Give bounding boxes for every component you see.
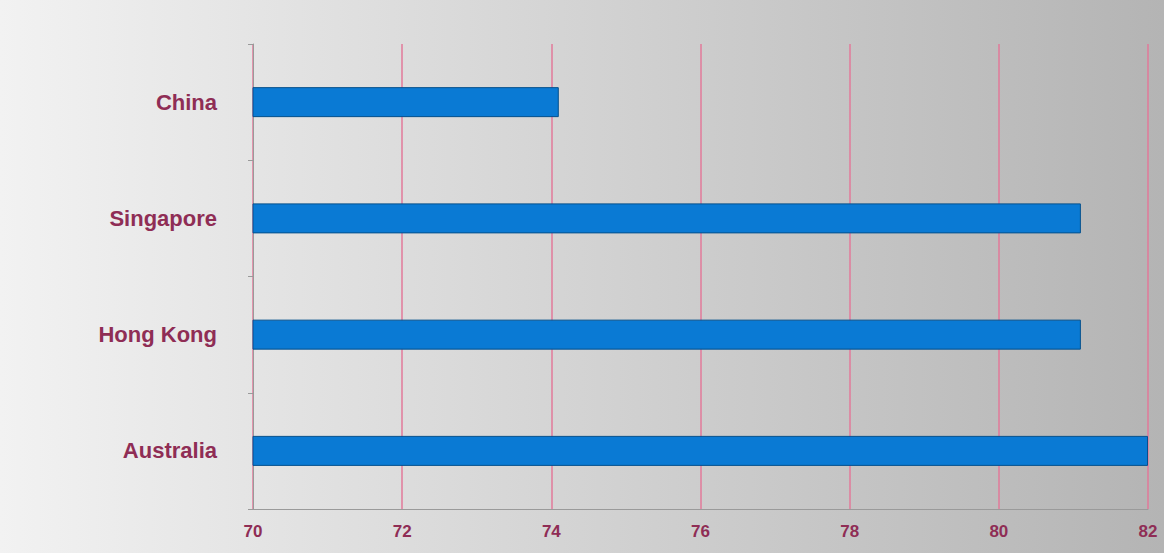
svg-text:Australia: Australia — [123, 438, 218, 463]
svg-text:80: 80 — [989, 522, 1008, 541]
svg-text:82: 82 — [1139, 522, 1158, 541]
svg-text:78: 78 — [840, 522, 859, 541]
svg-text:74: 74 — [542, 522, 561, 541]
svg-text:Hong Kong: Hong Kong — [98, 322, 217, 347]
svg-text:70: 70 — [244, 522, 263, 541]
svg-text:72: 72 — [393, 522, 412, 541]
svg-text:76: 76 — [691, 522, 710, 541]
svg-text:Singapore: Singapore — [109, 206, 217, 231]
svg-text:China: China — [156, 90, 218, 115]
